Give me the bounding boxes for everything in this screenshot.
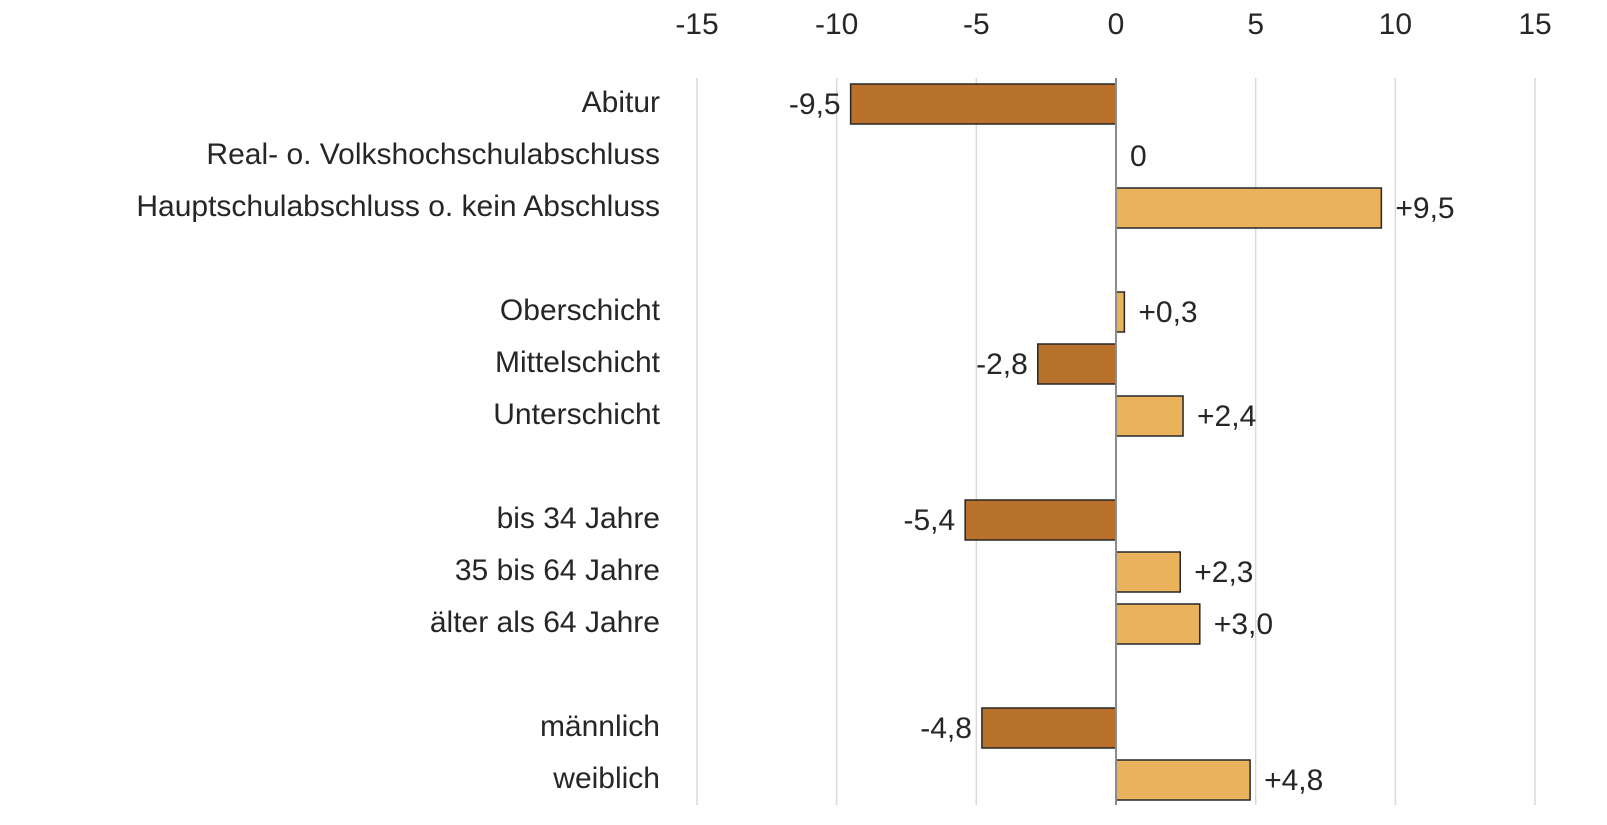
y-tick-label: Real- o. Volkshochschulabschluss xyxy=(206,138,660,171)
data-label: -5,4 xyxy=(903,504,955,537)
y-tick-label: Hauptschulabschluss o. kein Abschluss xyxy=(136,190,660,223)
bar xyxy=(1115,759,1251,801)
x-tick-label: -5 xyxy=(963,8,990,41)
y-tick-label: Mittelschicht xyxy=(495,346,661,379)
y-tick-label: weiblich xyxy=(552,762,660,795)
bar xyxy=(1115,187,1383,229)
data-label: -2,8 xyxy=(976,348,1028,381)
x-tick-label: 10 xyxy=(1379,8,1412,41)
x-tick-label: 15 xyxy=(1518,8,1551,41)
data-label: -4,8 xyxy=(920,712,972,745)
data-label: 0 xyxy=(1130,140,1147,173)
bar xyxy=(1115,551,1181,593)
data-label: +2,3 xyxy=(1194,556,1253,589)
y-tick-label: Unterschicht xyxy=(493,398,660,431)
data-label: +3,0 xyxy=(1214,608,1273,641)
data-label: +0,3 xyxy=(1138,296,1197,329)
y-tick-label: 35 bis 64 Jahre xyxy=(455,554,660,587)
bar xyxy=(964,499,1117,541)
bar xyxy=(981,707,1117,749)
y-tick-label: bis 34 Jahre xyxy=(497,502,660,535)
bar xyxy=(1115,291,1126,333)
data-label: -9,5 xyxy=(789,88,841,121)
bar xyxy=(1115,603,1201,645)
y-tick-label: älter als 64 Jahre xyxy=(430,606,660,639)
x-tick-label: -10 xyxy=(815,8,858,41)
x-tick-label: -15 xyxy=(675,8,718,41)
y-tick-label: Abitur xyxy=(582,86,660,119)
y-tick-label: männlich xyxy=(540,710,660,743)
bar xyxy=(1115,395,1184,437)
data-label: +4,8 xyxy=(1264,764,1323,797)
bar xyxy=(1037,343,1117,385)
data-label: +9,5 xyxy=(1395,192,1454,225)
bar xyxy=(849,83,1117,125)
y-tick-label: Oberschicht xyxy=(500,294,661,327)
data-label: +2,4 xyxy=(1197,400,1256,433)
x-tick-label: 0 xyxy=(1108,8,1125,41)
x-tick-label: 5 xyxy=(1247,8,1264,41)
